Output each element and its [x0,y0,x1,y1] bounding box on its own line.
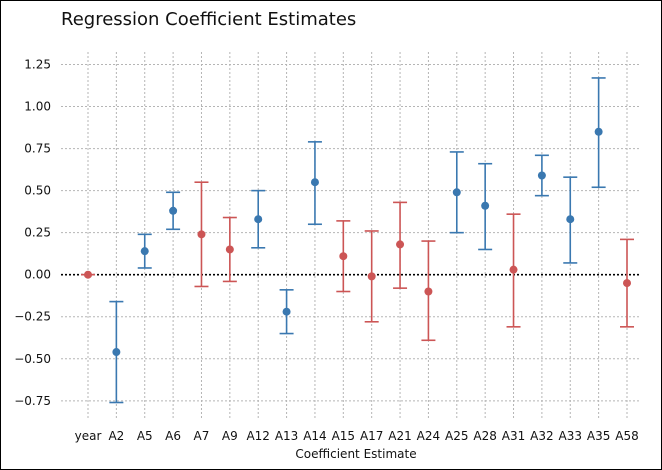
estimate-point-A13 [282,307,291,316]
y-tick-label: −0.75 [14,394,51,408]
estimate-point-A35 [594,127,603,136]
x-tick-label: A35 [587,429,610,443]
chart-title: Regression Coefficient Estimates [61,9,357,30]
x-tick-label: A58 [615,429,638,443]
x-tick-label: A31 [502,429,525,443]
x-tick-label: A6 [165,429,181,443]
estimate-point-A6 [169,206,178,215]
x-axis-label: Coefficient Estimate [295,447,416,461]
x-tick-label: A17 [360,429,383,443]
estimate-point-A25 [452,188,461,197]
estimate-point-A33 [566,215,575,224]
estimate-point-A28 [481,201,490,210]
estimate-point-A15 [339,252,348,261]
x-tick-label: A7 [194,429,210,443]
y-tick-label: 1.25 [24,57,51,71]
x-tick-label: A25 [445,429,468,443]
error-bars [81,77,634,404]
estimate-point-A17 [367,272,376,281]
x-tick-label: year [75,429,102,443]
estimate-point-A5 [140,247,149,256]
y-tick-label: 0.50 [24,184,51,198]
estimate-point-A12 [254,215,263,224]
estimate-point-A31 [509,265,518,274]
x-tick-label: A2 [108,429,124,443]
estimate-points [84,127,631,357]
estimate-point-A32 [537,171,546,180]
estimate-point-A14 [310,178,319,187]
x-tick-label: A24 [417,429,440,443]
estimate-point-A58 [623,279,631,288]
y-tick-label: −0.25 [14,310,51,324]
estimate-point-A9 [225,245,234,254]
x-tick-label: A33 [559,429,582,443]
estimate-point-A21 [396,240,405,249]
x-tick-label: A13 [275,429,298,443]
x-tick-label: A14 [303,429,326,443]
y-tick-labels: −0.75 −0.50 −0.25 0.00 0.25 0.50 0.75 1.00 1.25 [14,57,51,407]
estimate-point-A7 [197,230,206,239]
x-tick-label: A5 [137,429,153,443]
x-tick-label: A9 [222,429,238,443]
y-tick-label: −0.50 [14,352,51,366]
x-tick-label: A21 [388,429,411,443]
y-tick-label: 1.00 [24,100,51,114]
y-tick-label: 0.00 [24,268,51,282]
estimate-point-year [84,270,92,279]
estimate-point-A2 [112,348,121,357]
estimate-point-A24 [424,287,433,296]
x-tick-label: A32 [530,429,553,443]
y-tick-label: 0.25 [24,226,51,240]
y-tick-label: 0.75 [24,142,51,156]
grid-lines [61,52,641,419]
x-tick-labels: year A2 A5 A6 A7 A9 A12 A13 A14 A15 A17 A21 A24 A25 A2… [75,429,639,443]
x-tick-label: A12 [246,429,269,443]
x-tick-label: A15 [332,429,355,443]
x-tick-label: A28 [473,429,496,443]
